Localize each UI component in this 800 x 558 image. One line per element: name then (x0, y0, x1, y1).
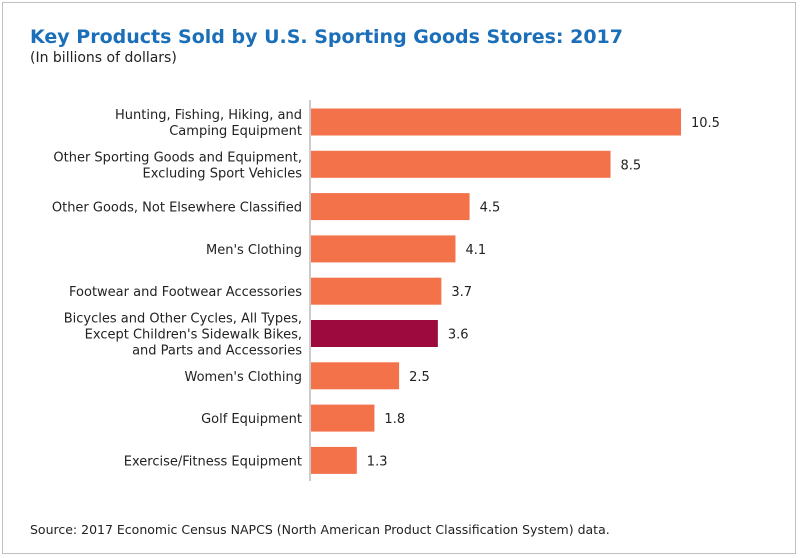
value-label-5: 3.6 (448, 328, 469, 343)
value-label-0: 10.5 (691, 116, 720, 131)
bar-2 (311, 193, 470, 221)
category-label-line: and Parts and Accessories (132, 344, 302, 359)
category-label-line: Footwear and Footwear Accessories (69, 285, 302, 300)
category-label-line: Women's Clothing (184, 370, 302, 385)
bar-4 (311, 277, 442, 305)
value-label-3: 4.1 (465, 243, 486, 258)
category-label-line: Exercise/Fitness Equipment (124, 454, 302, 469)
bar-6 (311, 362, 400, 390)
bar-5 (311, 320, 438, 347)
bar-0 (311, 108, 681, 136)
category-label-line: Other Sporting Goods and Equipment, (53, 150, 302, 165)
bar-3 (311, 235, 456, 263)
category-label-line: Except Children's Sidewalk Bikes, (85, 328, 302, 343)
category-label-line: Excluding Sport Vehicles (143, 166, 303, 181)
chart-subtitle: (In billions of dollars) (30, 50, 177, 66)
category-label-line: Men's Clothing (206, 243, 302, 258)
value-label-4: 3.7 (451, 285, 472, 300)
category-label-7: Golf Equipment (201, 412, 302, 427)
category-label-8: Exercise/Fitness Equipment (124, 454, 302, 469)
value-label-2: 4.5 (480, 201, 501, 216)
category-label-5: Bicycles and Other Cycles, All Types, Exc… (64, 312, 302, 359)
bar-1 (311, 150, 611, 178)
value-label-1: 8.5 (621, 158, 642, 173)
category-label-3: Men's Clothing (206, 243, 302, 258)
category-label-line: Bicycles and Other Cycles, All Types, (64, 312, 302, 327)
category-label-2: Other Goods, Not Elsewhere Classified (52, 201, 302, 216)
category-label-line: Hunting, Fishing, Hiking, and (115, 108, 302, 123)
category-label-0: Hunting, Fishing, Hiking, and Camping Equ… (115, 108, 302, 139)
category-label-line: Other Goods, Not Elsewhere Classified (52, 201, 302, 216)
category-label-line: Camping Equipment (169, 124, 302, 139)
category-label-line: Golf Equipment (201, 412, 302, 427)
category-label-1: Other Sporting Goods and Equipment, Exclu… (53, 150, 302, 181)
bar-8 (311, 446, 357, 474)
chart-title: Key Products Sold by U.S. Sporting Goods… (30, 26, 623, 48)
value-label-7: 1.8 (384, 412, 405, 427)
category-label-6: Women's Clothing (184, 370, 302, 385)
chart-source: Source: 2017 Economic Census NAPCS (Nort… (30, 522, 610, 537)
value-label-8: 1.3 (367, 454, 388, 469)
category-label-4: Footwear and Footwear Accessories (69, 285, 302, 300)
bar-7 (311, 404, 375, 432)
value-label-6: 2.5 (409, 370, 430, 385)
